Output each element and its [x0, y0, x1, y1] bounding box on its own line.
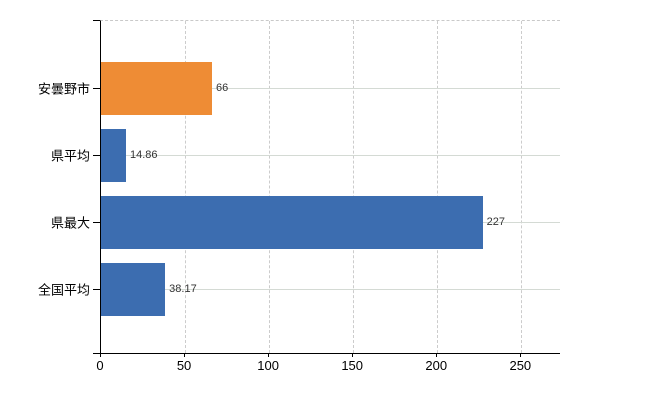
horizontal-gridline	[101, 289, 560, 290]
plot-area: 66 14.86 227 38.17	[100, 20, 560, 354]
vertical-gridline	[353, 21, 355, 353]
vertical-gridline	[185, 21, 187, 353]
x-axis-tick	[184, 353, 186, 357]
x-axis-tick	[352, 353, 354, 357]
category-label: 安曇野市	[37, 81, 90, 97]
y-axis-tick	[93, 88, 100, 89]
vertical-gridline	[269, 21, 271, 353]
value-label: 227	[486, 216, 506, 228]
value-label: 66	[215, 82, 229, 94]
bar-3	[101, 195, 483, 249]
vertical-gridline	[521, 21, 523, 353]
category-label: 県最大	[50, 215, 90, 231]
x-tick-label: 200	[425, 358, 448, 373]
value-label: 38.17	[169, 283, 197, 295]
bar-2	[101, 128, 126, 182]
y-axis-tick	[93, 155, 100, 156]
horizontal-gridline	[101, 88, 560, 89]
value-label: 14.86	[129, 149, 158, 161]
vertical-gridline	[437, 21, 439, 353]
category-label: 全国平均	[37, 282, 90, 298]
x-tick-label: 0	[96, 358, 104, 373]
x-axis-tick	[520, 353, 522, 357]
bar-1	[101, 61, 212, 115]
x-tick-label: 100	[257, 358, 279, 373]
horizontal-gridline	[101, 155, 560, 156]
category-label: 県平均	[50, 148, 90, 164]
x-tick-label: 50	[176, 358, 192, 373]
x-tick-label: 150	[341, 358, 364, 373]
y-axis-tick	[93, 289, 100, 290]
y-axis-cap-tick	[93, 20, 100, 21]
bar-4	[101, 262, 166, 316]
x-axis-tick	[268, 353, 270, 357]
y-axis-cap-tick	[93, 353, 100, 354]
x-axis-tick	[436, 353, 438, 357]
y-axis-tick	[93, 222, 100, 223]
x-tick-label: 250	[509, 358, 532, 373]
x-axis-tick	[100, 353, 101, 357]
